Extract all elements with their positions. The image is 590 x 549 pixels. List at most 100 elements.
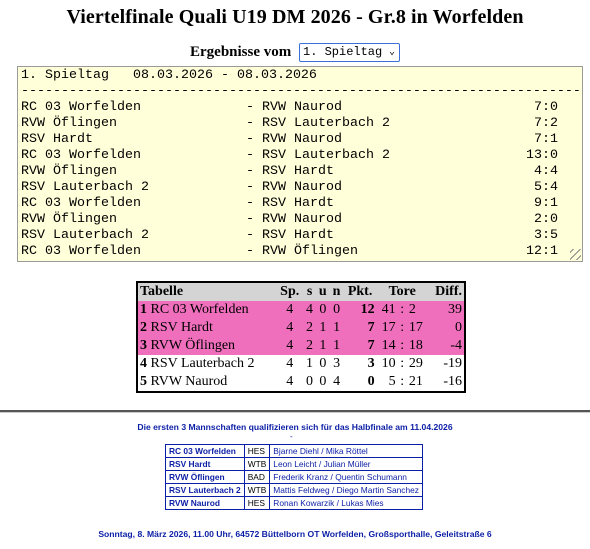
points: 7 — [343, 319, 377, 337]
teams-table: RC 03 Worfelden HES Bjarne Diehl / Mika Rö… — [165, 444, 423, 510]
match-home: RSV Lauterbach 2 — [21, 180, 149, 195]
match-score: 7:1 — [534, 132, 558, 147]
standings-row: 2 RSV Hardt 4 2 1 1 7 17:17 0 — [137, 319, 465, 337]
games-played: 4 — [276, 337, 304, 355]
resize-grip-icon[interactable] — [570, 249, 581, 260]
rank: 5 — [140, 374, 147, 389]
games-played: 4 — [276, 373, 304, 392]
standings-header-row: Tabelle Sp. s u n Pkt. Tore Diff. — [137, 282, 465, 301]
goal-colon: : — [397, 373, 407, 392]
wins: 1 — [303, 355, 316, 373]
match-score: 5:4 — [534, 180, 558, 195]
match-away: RSV Hardt — [262, 164, 334, 179]
match-separator: - — [246, 148, 254, 163]
team-cell: 4 RSV Lauterbach 2 — [137, 355, 277, 373]
results-textarea[interactable]: 1. Spieltag 08.03.2026 - 08.03.2026 ----… — [17, 66, 583, 262]
team-players: Ronan Kowarzik / Lukas Mies — [269, 496, 423, 510]
team-name: RC 03 Worfelden — [150, 302, 249, 317]
match-score: 4:4 — [534, 164, 558, 179]
team-name: RSV Lauterbach 2 — [165, 483, 245, 497]
match-home: RC 03 Worfelden — [21, 100, 141, 115]
rank: 1 — [140, 302, 147, 317]
match-separator: - — [246, 196, 254, 211]
match-home: RC 03 Worfelden — [21, 148, 141, 163]
team-name: RC 03 Worfelden — [165, 444, 245, 458]
team-cell: 3 RVW Öflingen — [137, 337, 277, 355]
team-state: HES — [243, 444, 271, 458]
match-away: RSV Hardt — [262, 196, 334, 211]
col-tore: Tore — [376, 282, 428, 301]
match-home: RSV Hardt — [21, 132, 93, 147]
goals-against: 29 — [406, 355, 428, 373]
match-line: RVW Öflingen - RVW Naurod 2:0 — [21, 212, 582, 228]
match-score: 2:0 — [534, 212, 558, 227]
standings-row: 4 RSV Lauterbach 2 4 1 0 3 3 10:29 -19 — [137, 355, 465, 373]
col-u: u — [315, 282, 330, 301]
match-separator: - — [246, 164, 254, 179]
match-list: RC 03 Worfelden - RVW Naurod 7:0 RVW Öflinge… — [21, 100, 582, 260]
goals-for: 17 — [376, 319, 398, 337]
match-separator: - — [246, 244, 254, 259]
match-separator: - — [246, 180, 254, 195]
match-separator: - — [246, 116, 254, 131]
match-score: 7:2 — [534, 116, 558, 131]
games-played: 4 — [276, 355, 304, 373]
losses: 4 — [329, 373, 344, 392]
separator-dash: - — [290, 432, 293, 441]
col-s: s — [303, 282, 316, 301]
goal-diff: -4 — [427, 337, 465, 355]
venue-info: Sonntag, 8. März 2026, 11.00 Uhr, 64572 … — [98, 529, 492, 539]
goal-diff: -16 — [427, 373, 465, 392]
match-score: 12:1 — [526, 244, 558, 259]
team-state: WTB — [243, 483, 271, 497]
page-title: Viertelfinale Quali U19 DM 2026 - Gr.8 i… — [66, 6, 524, 28]
match-home: RSV Lauterbach 2 — [21, 228, 149, 243]
wins: 2 — [303, 337, 316, 355]
draws: 1 — [315, 337, 330, 355]
standings-row: 5 RVW Naurod 4 0 0 4 0 5:21 -16 — [137, 373, 465, 392]
match-line: RVW Öflingen - RSV Lauterbach 2 7:2 — [21, 116, 582, 132]
results-divider: ----------------------------------------… — [21, 84, 583, 99]
team-name: RSV Lauterbach 2 — [150, 356, 255, 371]
divider-line — [0, 410, 590, 413]
rank: 3 — [140, 338, 147, 353]
match-line: RC 03 Worfelden - RSV Lauterbach 2 13:0 — [21, 148, 582, 164]
col-table: Tabelle — [137, 282, 277, 301]
match-home: RVW Öflingen — [21, 116, 117, 131]
goal-diff: 39 — [427, 301, 465, 319]
goal-colon: : — [397, 355, 407, 373]
match-away: RSV Lauterbach 2 — [262, 148, 390, 163]
team-name: RVW Öflingen — [150, 338, 236, 353]
match-away: RVW Naurod — [262, 132, 342, 147]
match-line: RC 03 Worfelden - RSV Hardt 9:1 — [21, 196, 582, 212]
goals-against: 21 — [406, 373, 428, 392]
match-home: RC 03 Worfelden — [21, 244, 141, 259]
team-row: RVW Naurod HES Ronan Kowarzik / Lukas Mies — [165, 496, 423, 510]
team-name: RVW Naurod — [165, 496, 245, 510]
match-line: RVW Öflingen - RSV Hardt 4:4 — [21, 164, 582, 180]
team-cell: 5 RVW Naurod — [137, 373, 277, 392]
goals-against: 2 — [406, 301, 428, 319]
match-score: 3:5 — [534, 228, 558, 243]
col-n: n — [329, 282, 344, 301]
round-select-value: 1. Spieltag — [303, 45, 383, 59]
round-select-dropdown[interactable]: 1. Spieltag ⌄ — [299, 43, 400, 62]
match-home: RC 03 Worfelden — [21, 196, 141, 211]
team-players: Mattis Feldweg / Diego Martin Sanchez — [269, 483, 423, 497]
match-away: RVW Öflingen — [262, 244, 358, 259]
goal-diff: 0 — [427, 319, 465, 337]
team-players: Bjarne Diehl / Mika Röttel — [269, 444, 423, 458]
games-played: 4 — [276, 319, 304, 337]
round-selector-row: Ergebnisse vom 1. Spieltag ⌄ — [0, 43, 590, 65]
goal-diff: -19 — [427, 355, 465, 373]
match-line: RSV Hardt - RVW Naurod 7:1 — [21, 132, 582, 148]
points: 0 — [343, 373, 377, 392]
chevron-down-icon: ⌄ — [388, 47, 395, 58]
goal-colon: : — [397, 319, 407, 337]
standings-row: 1 RC 03 Worfelden 4 4 0 0 12 41:2 39 — [137, 301, 465, 319]
team-state: WTB — [243, 457, 271, 471]
match-line: RSV Lauterbach 2 - RVW Naurod 5:4 — [21, 180, 582, 196]
qualification-note: Die ersten 3 Mannschaften qualifizieren … — [137, 422, 453, 432]
round-selector-label: Ergebnisse vom — [190, 44, 292, 60]
team-cell: 2 RSV Hardt — [137, 319, 277, 337]
